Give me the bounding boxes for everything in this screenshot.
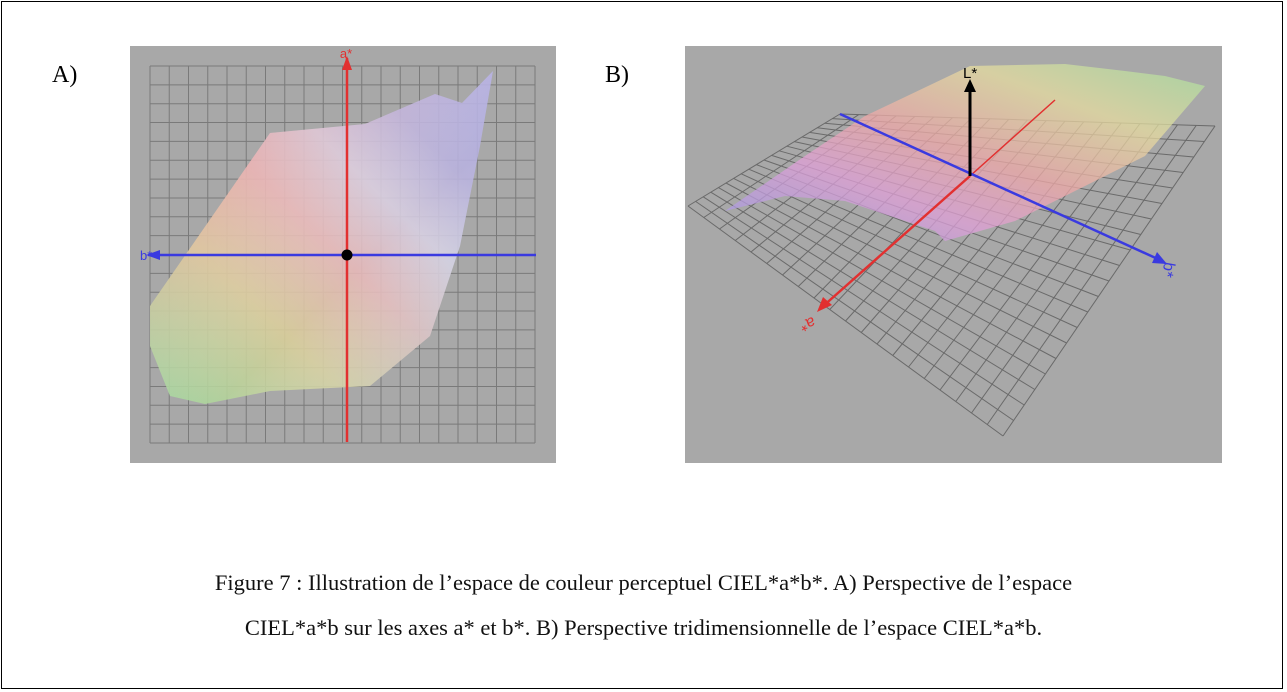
axis-label: L*: [963, 65, 977, 82]
arrow: [964, 79, 976, 92]
arrow: [146, 250, 160, 260]
panel-label: A): [52, 62, 78, 88]
caption-line: CIEL*a*b sur les axes a* et b*. B) Persp…: [244, 615, 1043, 640]
origin: [341, 249, 353, 261]
panel-label: B): [605, 62, 629, 88]
b-axis: [839, 112, 1161, 262]
grid-line: [971, 124, 1178, 414]
axis-label: b*: [1158, 261, 1177, 279]
arrow: [1152, 252, 1167, 264]
color-shading: [150, 71, 493, 404]
a-axis: [969, 99, 1056, 177]
arrow: [342, 56, 352, 70]
grid-line: [1002, 125, 1216, 437]
arrow: [817, 297, 832, 312]
caption-line: Figure 7 : Illustration de l’espace de c…: [214, 570, 1073, 595]
grid-line: [986, 125, 1197, 425]
grid-line: [955, 123, 1160, 402]
color-surface: [725, 64, 1205, 241]
panel-b-image: L* a* b*: [685, 46, 1222, 463]
axis-label: a*: [340, 46, 352, 61]
axis-label: a*: [797, 313, 817, 334]
panel-a-image: a* b*: [130, 46, 556, 463]
axis-label: b*: [140, 248, 152, 263]
a-axis: [820, 175, 971, 309]
